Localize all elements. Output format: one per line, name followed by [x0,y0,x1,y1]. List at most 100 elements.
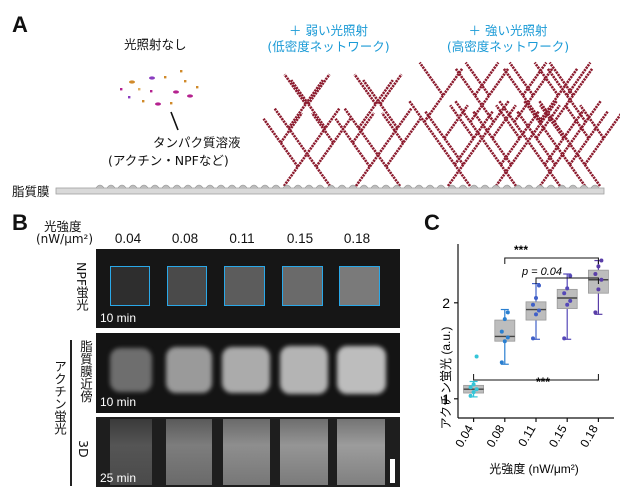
membrane-protein [392,184,402,189]
data-point [593,272,598,276]
y-tick-label: 1 [442,391,450,407]
schematic-diagram [55,61,620,195]
actin-filament [334,117,371,168]
x-tick-label: 0.11 [515,422,539,449]
protein-particle [180,70,183,73]
roi-box-3 [224,266,265,306]
protein-particle [196,86,199,89]
sig-label-top: *** [514,243,528,257]
conc-label-2: 0.08 [171,231,199,246]
box [525,301,547,321]
data-point [502,317,507,322]
data-point [599,258,604,263]
row-label-near-membrane: 脂質膜近傍 [78,340,93,403]
roi-box-4 [282,266,323,306]
actin-3d-image: 25 min [96,417,400,487]
actin-filament [262,117,299,168]
group-label-actin: アクチン蛍光 [52,360,67,435]
actin-filament [564,104,590,139]
actin-filament [464,61,491,97]
no-light-title: 光照射なし [124,37,187,52]
data-point [596,264,601,269]
roi-box-2 [167,266,207,306]
data-point [537,308,541,313]
data-point [593,310,598,315]
actin-filament [497,99,562,187]
actin-filament [553,68,594,123]
data-point [599,277,604,282]
intensity-unit: (nW/μm²) [36,232,94,246]
membrane-protein [161,184,171,189]
protein-particle [155,102,161,106]
actin-filament [472,110,513,166]
membrane-protein [315,184,325,189]
sig-bracket [535,277,599,284]
membrane-protein [414,184,424,189]
data-point [531,302,535,307]
actin-filament [307,73,331,105]
membrane-protein [326,184,336,189]
actin-filament [469,68,510,123]
lipid-membrane [55,187,605,195]
sig-label-bottom: *** [536,375,550,389]
roi-box-5 [339,266,380,306]
actin-filament [343,107,402,187]
membrane-protein [590,184,600,189]
actin-filament [522,99,587,187]
row-label-npf: NPF蛍光 [74,262,89,312]
weak-light-title: ＋ 弱い光照射 [289,23,368,38]
protein-particle [170,102,173,105]
actin-filament [568,110,609,166]
protein-particle [129,80,135,84]
actin-filament [454,68,495,123]
data-point [568,273,573,278]
data-point [562,336,567,341]
actin-filament [362,79,399,129]
box [494,319,516,342]
actin-filament [548,61,575,97]
membrane-protein [359,184,369,189]
membrane-protein [183,184,193,189]
actin-filament [423,68,464,123]
actin-filament [583,113,620,166]
membrane-label: 脂質膜 [12,184,50,199]
actin-filament [357,79,394,129]
membrane-anchors [95,184,600,189]
actin-filament [351,112,375,144]
actin-filament [354,107,413,187]
conc-label-3: 0.11 [229,231,255,246]
actin-filament [418,61,445,97]
data-point [534,312,538,317]
membrane-protein [293,184,303,189]
membrane-protein [436,184,446,189]
actin-filament [407,99,472,187]
membrane-protein [216,184,226,189]
actin-filament [533,61,560,97]
data-point [531,336,535,341]
box-plot-chart: 1 2 0.04 0.08 0.11 0.15 0.18 *** p = 0.04 *** … [439,243,614,476]
data-point [565,302,570,307]
actin-filament [538,68,579,123]
actin-filament [273,107,332,187]
membrane-protein [557,184,567,189]
actin-filament [546,68,587,123]
protein-particle [164,76,167,79]
x-tick-label: 0.04 [452,422,476,450]
actin-filament [537,99,602,187]
membrane-protein [128,184,138,189]
membrane-protein [546,184,556,189]
data-point [596,287,601,292]
actin-filament [315,117,352,168]
membrane-protein [469,184,479,189]
membrane-protein [348,184,358,189]
protein-particle [149,76,155,80]
scale-bar [390,459,395,483]
actin-filament [446,99,511,187]
membrane-protein [403,184,413,189]
timestamp-npf: 10 min [100,311,137,325]
membrane-protein [480,184,490,189]
membrane-protein [513,184,523,189]
membrane-protein [458,184,468,189]
data-point [505,310,510,315]
actin-filament [502,68,543,123]
